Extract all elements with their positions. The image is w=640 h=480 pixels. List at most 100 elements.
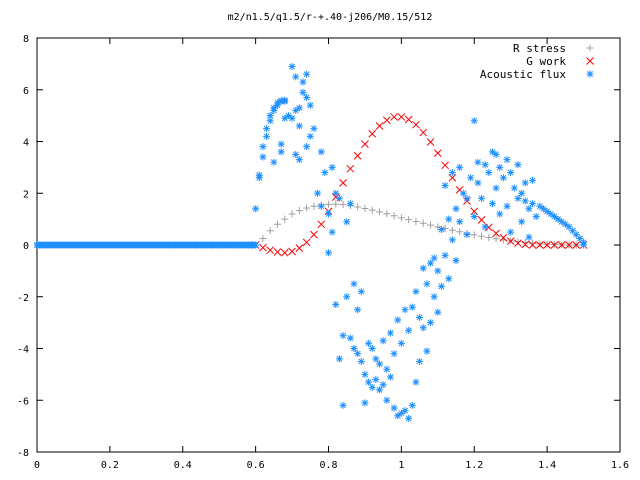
data-point — [368, 383, 376, 391]
data-point — [84, 241, 92, 249]
y-tick-label: 6 — [23, 86, 29, 97]
data-point — [386, 373, 394, 381]
data-point — [390, 350, 398, 358]
data-point — [427, 259, 435, 267]
data-point — [521, 240, 530, 249]
data-point — [474, 158, 482, 166]
data-point — [365, 339, 373, 347]
data-point — [405, 216, 413, 224]
data-point — [280, 248, 289, 257]
data-point — [543, 240, 551, 248]
data-point — [383, 396, 391, 404]
y-tick-label: -4 — [17, 345, 29, 356]
data-point — [492, 184, 500, 192]
data-point — [496, 210, 504, 218]
data-point — [576, 235, 584, 243]
data-point — [401, 407, 409, 415]
data-point — [288, 247, 296, 256]
data-point — [306, 132, 314, 140]
y-tick-label: 0 — [23, 241, 29, 252]
data-point — [565, 223, 573, 231]
data-point — [470, 213, 478, 221]
data-point — [401, 306, 409, 314]
data-point — [237, 241, 245, 249]
data-point — [478, 194, 486, 202]
data-point — [62, 241, 70, 249]
data-point — [277, 140, 285, 148]
data-point — [368, 206, 376, 214]
data-point — [506, 237, 515, 245]
data-point — [376, 360, 384, 368]
x-tick-label: 1 — [398, 460, 404, 471]
data-point — [295, 244, 304, 252]
data-point — [179, 241, 187, 249]
data-point — [529, 200, 537, 208]
data-point — [346, 200, 354, 208]
data-point — [350, 280, 358, 288]
data-point — [456, 163, 464, 171]
data-point — [113, 241, 121, 249]
data-point — [259, 143, 267, 151]
data-point — [361, 140, 369, 148]
data-point — [521, 179, 529, 187]
series-acoustic-flux — [33, 62, 588, 422]
data-point — [255, 174, 263, 182]
data-point — [394, 412, 402, 420]
data-point — [314, 189, 322, 197]
data-point — [277, 97, 285, 105]
legend-label: G work — [526, 55, 566, 68]
data-point — [375, 122, 384, 130]
data-point — [445, 215, 453, 223]
data-point — [263, 125, 271, 133]
data-point — [317, 220, 326, 229]
data-point — [365, 378, 373, 386]
data-point — [343, 218, 351, 226]
data-point — [437, 225, 445, 233]
data-point — [437, 282, 445, 290]
data-point — [529, 176, 537, 184]
data-point — [164, 241, 172, 249]
legend-label: Acoustic flux — [480, 68, 566, 81]
data-point — [222, 241, 230, 249]
data-point — [441, 161, 449, 170]
legend-label: R stress — [513, 42, 566, 55]
data-point — [499, 233, 508, 242]
data-point — [321, 169, 329, 177]
data-point — [543, 241, 551, 249]
y-tick-label: -8 — [17, 448, 29, 459]
data-point — [306, 101, 314, 109]
data-point — [186, 241, 194, 249]
data-point — [361, 370, 369, 378]
data-point — [433, 149, 442, 157]
data-point — [419, 219, 427, 227]
data-point — [488, 200, 496, 208]
data-point — [325, 249, 332, 257]
data-point — [266, 117, 274, 125]
data-point — [550, 241, 559, 249]
data-point — [412, 378, 420, 386]
data-point — [463, 194, 471, 202]
data-point — [572, 231, 580, 239]
data-point — [208, 241, 216, 249]
data-point — [477, 216, 486, 224]
data-point — [303, 143, 311, 151]
x-tick-label: 0.2 — [101, 460, 119, 471]
data-point — [528, 241, 537, 249]
data-point — [325, 200, 332, 208]
data-point — [408, 401, 416, 409]
data-point — [514, 239, 522, 248]
data-point — [332, 301, 340, 309]
data-point — [539, 205, 547, 213]
data-point — [270, 104, 278, 112]
data-point — [434, 308, 442, 316]
data-point — [339, 401, 347, 409]
data-point — [372, 355, 380, 363]
data-point — [325, 210, 332, 218]
chart-title: m2/n1.5/q1.5/r-+.40-j206/M0.15/512 — [228, 12, 433, 23]
data-point — [288, 114, 296, 122]
data-point — [335, 194, 343, 202]
x-tick-label: 0.6 — [247, 460, 265, 471]
data-point — [33, 241, 41, 249]
data-point — [48, 241, 56, 249]
data-point — [142, 241, 150, 249]
